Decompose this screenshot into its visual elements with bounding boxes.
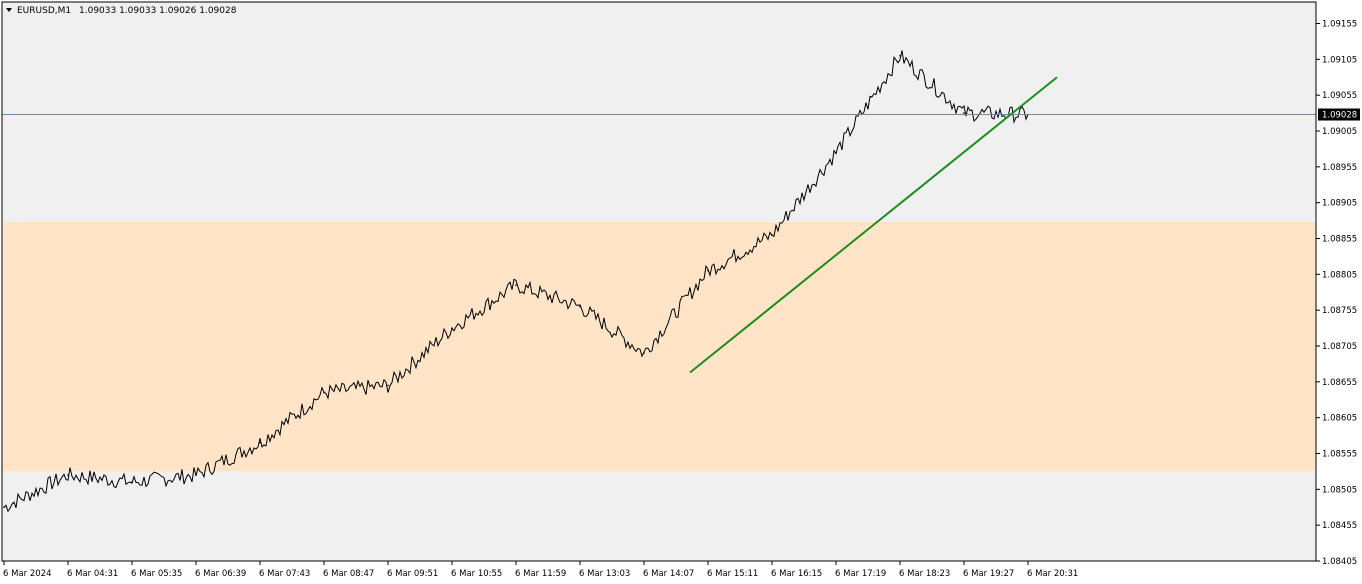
price-series-line [3,50,1029,513]
y-tick-label: 1.08455 [1322,521,1357,531]
x-tick-label: 6 Mar 19:27 [963,569,1014,579]
x-tick-label: 6 Mar 13:03 [579,569,630,579]
triangle-down-icon[interactable] [6,8,12,12]
x-tick-label: 6 Mar 04:31 [67,569,118,579]
x-tick-label: 6 Mar 14:07 [643,569,694,579]
y-tick-label: 1.08855 [1322,235,1357,245]
price-point [707,269,709,272]
y-tick-label: 1.09155 [1322,20,1357,30]
y-tick-label: 1.09105 [1322,55,1357,65]
y-tick-label: 1.08405 [1322,557,1357,567]
current-price-label: 1.09028 [1318,108,1360,121]
plot-frame [1,1,1317,562]
y-tick-label: 1.08955 [1322,163,1357,173]
y-tick-label: 1.08605 [1322,414,1357,424]
price-point [67,474,69,476]
price-point [771,234,773,236]
price-series [3,50,1029,513]
price-point [259,441,261,444]
current-price-text: 1.09028 [1322,111,1357,121]
x-tick-label: 6 Mar 20:31 [1027,569,1078,579]
price-point [963,112,965,114]
symbol-label: EURUSD,M1 [17,6,71,16]
x-tick-label: 6 Mar 17:19 [835,569,886,579]
price-axis[interactable]: 1.09155 1.09105 1.09055 1.09005 1.08955 1.089… [1316,20,1357,568]
x-tick-label: 6 Mar 15:11 [707,569,758,579]
trendline[interactable] [689,76,1058,374]
y-tick-label: 1.09005 [1322,127,1357,137]
price-point [3,506,5,509]
y-tick-label: 1.08755 [1322,306,1357,316]
price-point [899,54,901,57]
x-tick-label: 6 Mar 11:59 [515,569,566,579]
y-tick-label: 1.08905 [1322,199,1357,209]
x-tick-label: 6 Mar 10:55 [451,569,502,579]
x-tick-label: 6 Mar 16:15 [771,569,822,579]
y-tick-label: 1.09055 [1322,91,1357,101]
y-tick-label: 1.08655 [1322,378,1357,388]
price-point [323,391,325,394]
price-point [195,474,197,476]
price-point [387,384,389,387]
x-tick-label: 6 Mar 05:35 [131,569,182,579]
price-point [643,352,645,354]
x-tick-label: 6 Mar 2024 [3,569,51,579]
x-tick-label: 6 Mar 18:23 [899,569,950,579]
y-tick-label: 1.08805 [1322,270,1357,280]
chart-header: EURUSD,M1 1.09033 1.09033 1.09026 1.0902… [6,6,237,16]
y-tick-label: 1.08555 [1322,450,1357,460]
price-point [835,151,837,154]
price-point [451,327,453,329]
supply-demand-zone[interactable] [2,222,1316,472]
y-tick-label: 1.08705 [1322,342,1357,352]
y-tick-label: 1.08505 [1322,485,1357,495]
x-tick-label: 6 Mar 07:43 [259,569,310,579]
ohlc-values: 1.09033 1.09033 1.09026 1.09028 [79,6,237,16]
current-price-badge [1318,108,1360,121]
x-tick-label: 6 Mar 08:47 [323,569,374,579]
time-axis[interactable]: 6 Mar 2024 6 Mar 04:31 6 Mar 05:35 6 Mar 06… [3,561,1078,579]
price-point [579,305,581,308]
price-point [515,284,517,286]
x-tick-label: 6 Mar 06:39 [195,569,246,579]
x-tick-label: 6 Mar 09:51 [387,569,438,579]
price-point [131,481,133,483]
